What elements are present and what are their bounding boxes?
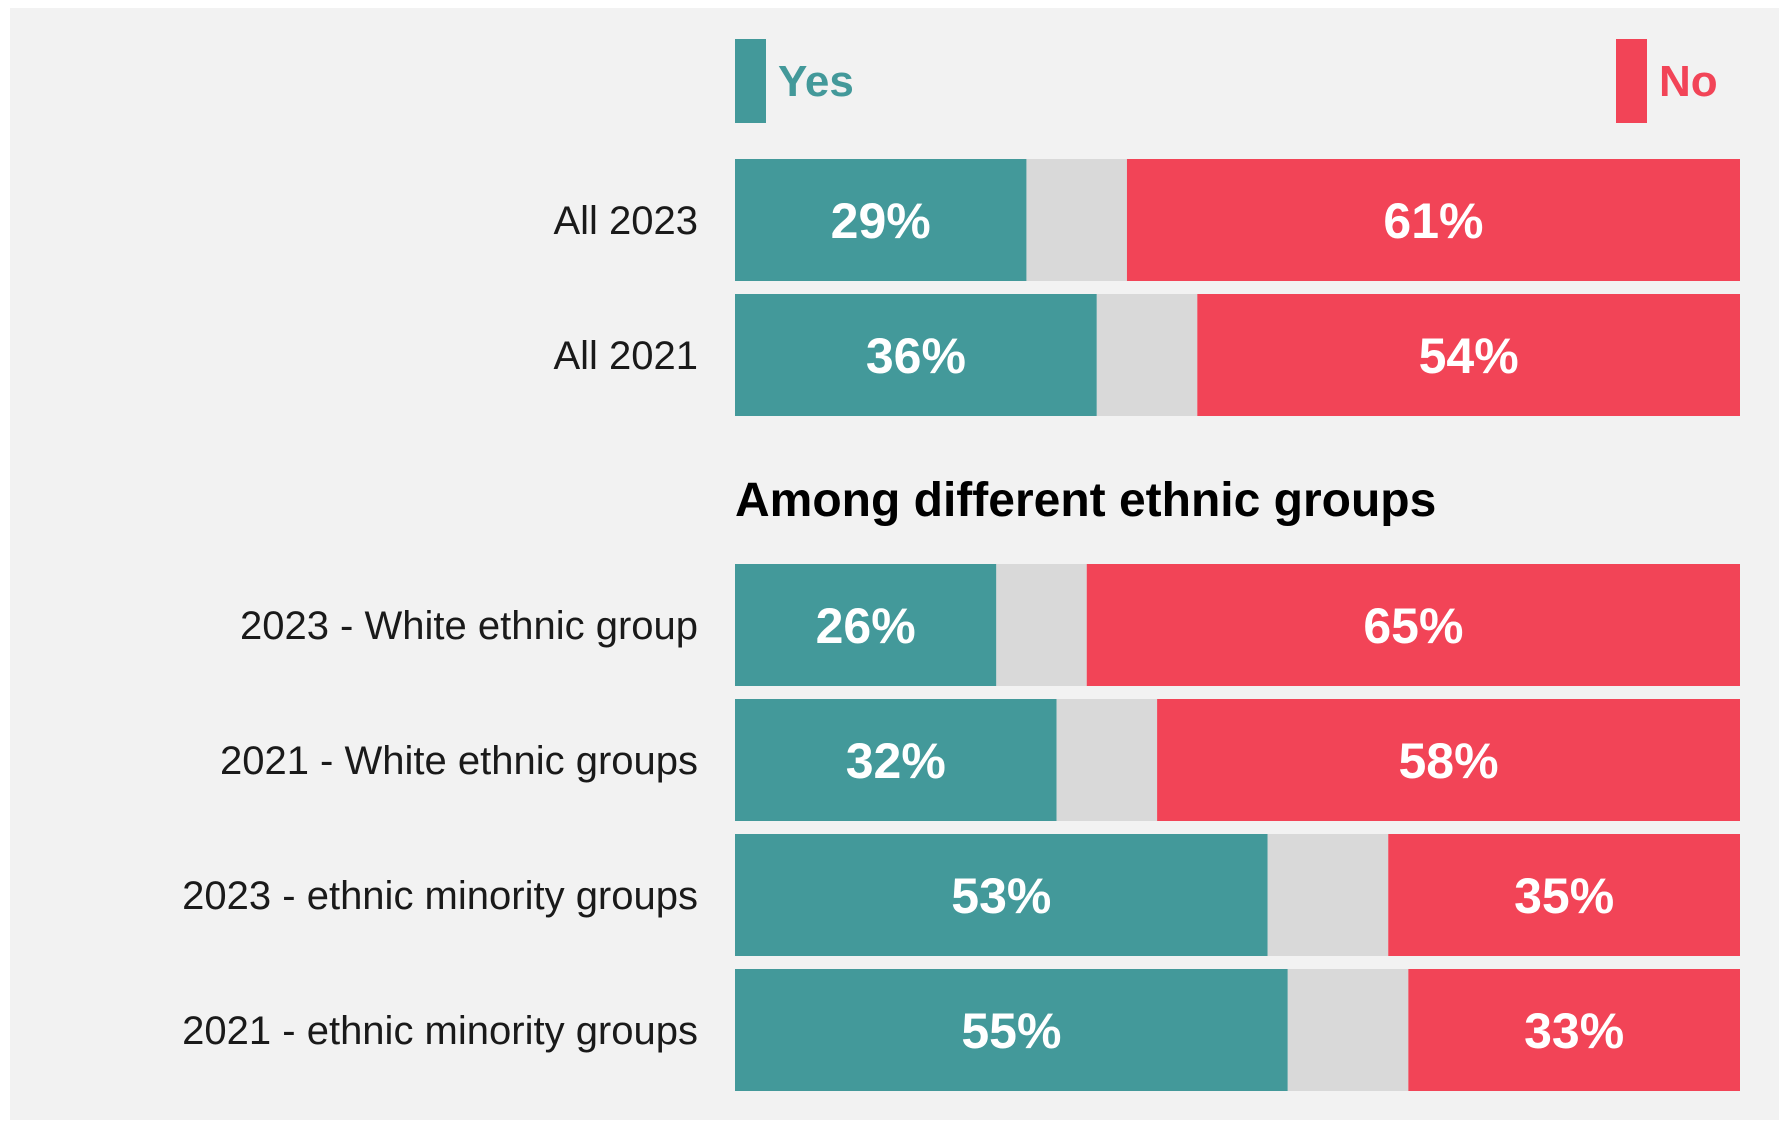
data-label-no: 54% (1419, 328, 1519, 384)
legend-no-label: No (1659, 57, 1718, 106)
bar-segment-no (1157, 699, 1740, 821)
bar-segment-yes (735, 294, 1097, 416)
bars: All 2023 29% 61% All 2021 36% 54% 2023 - White… (182, 159, 1740, 1091)
bar-segment-neither (996, 564, 1087, 686)
data-label-yes: 55% (961, 1003, 1061, 1059)
stacked-bar-chart: Yes No Among different ethnic groups All… (182, 39, 1740, 1091)
category-label: 2021 - White ethnic groups (220, 739, 698, 783)
data-label-no: 33% (1524, 1003, 1624, 1059)
bar-segment-yes (735, 969, 1288, 1091)
data-label-yes: 29% (831, 193, 931, 249)
legend-no-swatch (1616, 39, 1647, 123)
data-label-yes: 53% (951, 868, 1051, 924)
data-label-no: 35% (1514, 868, 1614, 924)
data-label-no: 58% (1399, 733, 1499, 789)
bar-segment-no (1086, 564, 1740, 686)
category-label: 2023 - White ethnic group (240, 604, 698, 648)
bar-segment-no (1126, 159, 1740, 281)
legend-yes-swatch (735, 39, 766, 123)
category-label: 2023 - ethnic minority groups (182, 874, 698, 918)
bar-segment-neither (1267, 834, 1389, 956)
bar-segment-neither (1056, 699, 1158, 821)
section-title: Among different ethnic groups (735, 474, 1436, 527)
bar-segment-yes (735, 564, 997, 686)
data-label-yes: 36% (866, 328, 966, 384)
category-label: 2021 - ethnic minority groups (182, 1009, 698, 1053)
data-label-yes: 32% (846, 733, 946, 789)
bar-segment-no (1408, 969, 1740, 1091)
data-label-no: 61% (1383, 193, 1483, 249)
bar-segment-neither (1096, 294, 1198, 416)
bar-segment-no (1388, 834, 1740, 956)
bar-segment-yes (735, 699, 1057, 821)
bar-segment-neither (1287, 969, 1409, 1091)
legend-yes-label: Yes (778, 57, 854, 106)
bar-segment-no (1197, 294, 1740, 416)
legend: Yes No (735, 39, 1718, 123)
bar-segment-yes (735, 159, 1027, 281)
category-label: All 2021 (553, 334, 698, 378)
category-label: All 2023 (553, 199, 698, 243)
chart-panel: Yes No Among different ethnic groups All… (10, 8, 1779, 1120)
bar-segment-yes (735, 834, 1268, 956)
bar-segment-neither (1026, 159, 1127, 281)
data-label-no: 65% (1363, 598, 1463, 654)
data-label-yes: 26% (816, 598, 916, 654)
